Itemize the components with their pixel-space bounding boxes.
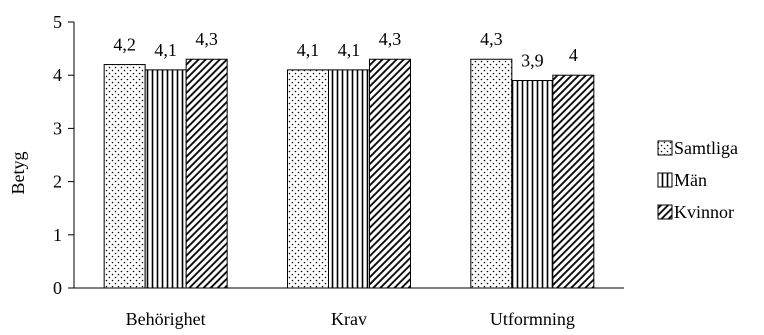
legend-swatch-kvinnor — [657, 204, 673, 220]
legend-swatch-m-n — [657, 172, 673, 188]
y-tick-label: 4 — [53, 65, 62, 85]
y-tick-label: 2 — [53, 172, 62, 192]
y-tick-label: 0 — [53, 278, 62, 298]
bar-kvinnor-3 — [552, 74, 595, 289]
y-tick-label: 5 — [53, 12, 62, 32]
x-category-label: Krav — [331, 309, 367, 329]
bar-m-n-3 — [511, 80, 554, 289]
x-category-label: Utformning — [490, 309, 575, 329]
y-axis-ticks: 0 1 2 3 4 5 — [53, 12, 74, 298]
y-axis-title: Betyg — [8, 152, 28, 195]
legend-label: Kvinnor — [674, 202, 734, 222]
y-tick-label: 1 — [53, 225, 62, 245]
bar-kvinnor-1 — [185, 58, 228, 289]
data-label: 4,1 — [297, 40, 320, 60]
data-label: 4,3 — [480, 29, 503, 49]
bar-samtliga-2 — [287, 69, 329, 289]
data-label: 4,1 — [338, 40, 361, 60]
data-label: 3,9 — [521, 51, 544, 71]
legend: Samtliga Män Kvinnor — [657, 138, 738, 222]
bar-m-n-2 — [328, 69, 370, 289]
data-label: 4,3 — [379, 29, 402, 49]
data-label: 4 — [569, 45, 578, 65]
bar-kvinnor-2 — [369, 58, 411, 289]
bar-samtliga-3 — [470, 58, 513, 289]
bars — [103, 58, 595, 289]
data-labels: 4,2 4,1 4,3 4,1 4,1 4,3 4,3 3,9 4 — [113, 29, 577, 70]
legend-label: Samtliga — [674, 138, 738, 158]
data-label: 4,2 — [113, 35, 136, 55]
x-category-label: Behörighet — [126, 309, 206, 329]
y-tick-label: 3 — [53, 118, 62, 138]
category-labels: Behörighet Krav Utformning — [126, 309, 575, 329]
bar-samtliga-1 — [103, 64, 146, 289]
bar-m-n-1 — [144, 69, 187, 289]
legend-label: Män — [674, 170, 707, 190]
legend-swatch-samtliga — [657, 140, 673, 156]
data-label: 4,3 — [195, 29, 218, 49]
data-label: 4,1 — [154, 40, 177, 60]
